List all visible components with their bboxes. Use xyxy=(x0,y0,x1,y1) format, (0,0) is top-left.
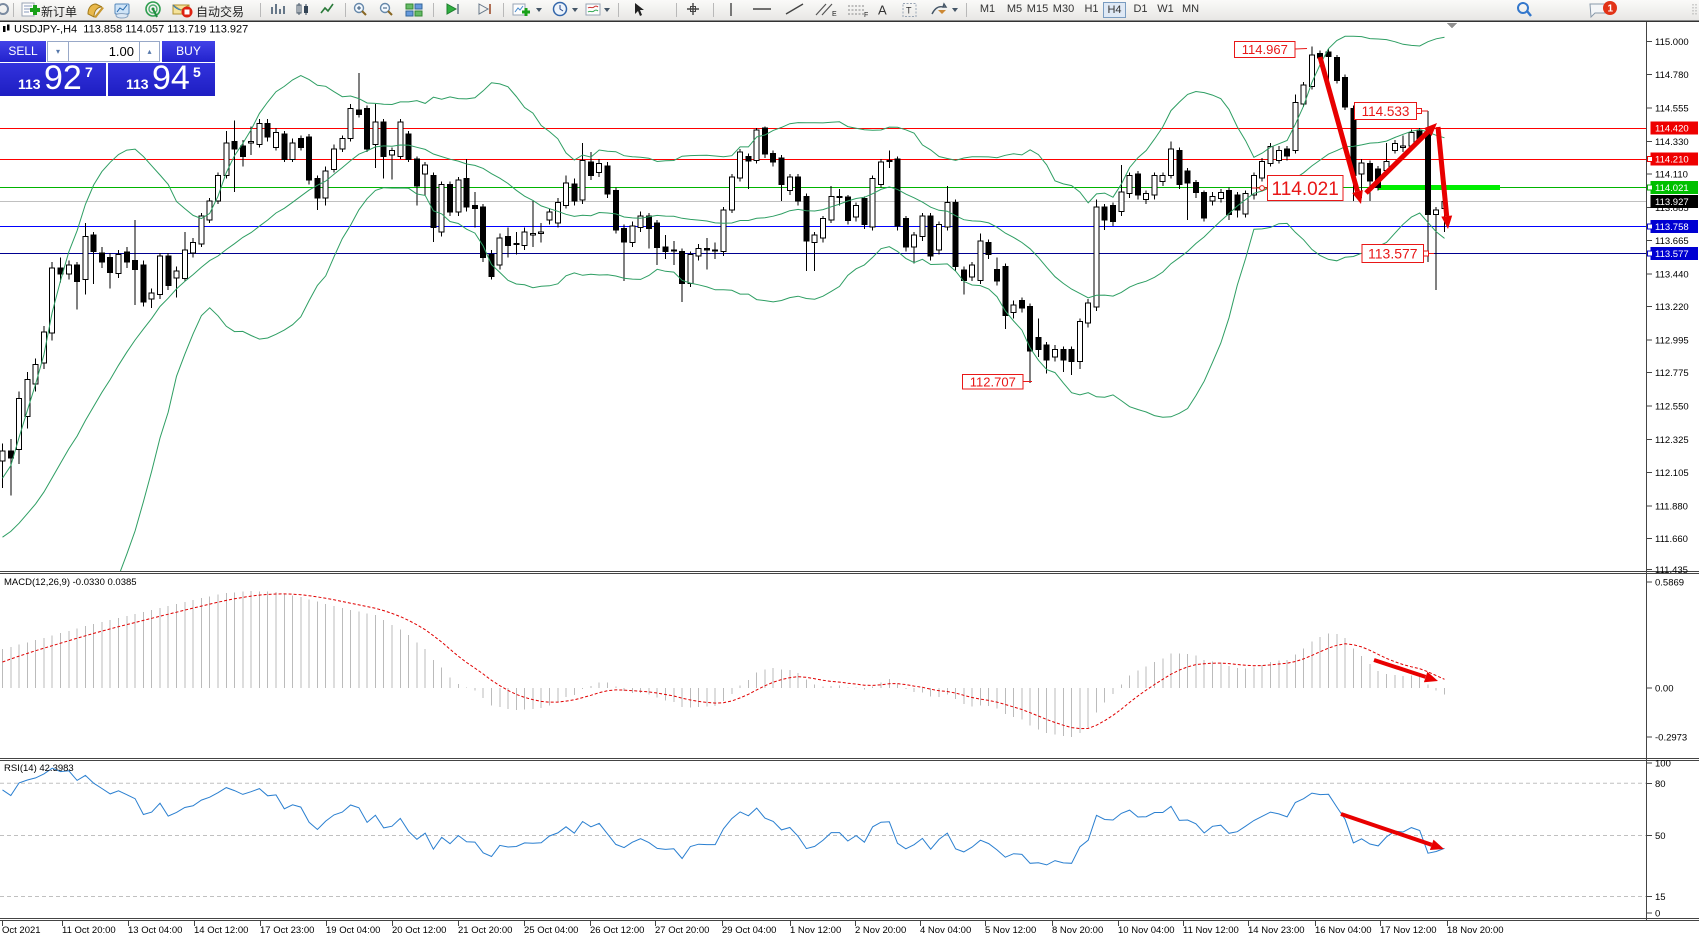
svg-text:26 Oct 12:00: 26 Oct 12:00 xyxy=(590,925,644,936)
svg-text:112.325: 112.325 xyxy=(1655,435,1689,446)
svg-text:80: 80 xyxy=(1655,779,1666,790)
svg-text:1: 1 xyxy=(1608,4,1614,15)
svg-text:-0.2973: -0.2973 xyxy=(1655,733,1687,744)
svg-text:0: 0 xyxy=(1655,909,1660,920)
svg-text:Oct 2021: Oct 2021 xyxy=(2,925,41,936)
svg-text:114.330: 114.330 xyxy=(1655,137,1689,148)
svg-text:1 Nov 12:00: 1 Nov 12:00 xyxy=(790,925,841,936)
svg-text:113.577: 113.577 xyxy=(1368,246,1418,262)
svg-text:112.707: 112.707 xyxy=(970,374,1016,389)
svg-text:112.995: 112.995 xyxy=(1655,336,1689,347)
svg-text:113.440: 113.440 xyxy=(1655,269,1689,280)
svg-text:25 Oct 04:00: 25 Oct 04:00 xyxy=(524,925,578,936)
svg-text:113.758: 113.758 xyxy=(1655,222,1689,233)
svg-text:USDJPY-,H4 113.858 114.057 11: USDJPY-,H4 113.858 114.057 113.719 113.9… xyxy=(14,24,248,36)
svg-text:100: 100 xyxy=(1655,759,1671,770)
svg-text:10 Nov 04:00: 10 Nov 04:00 xyxy=(1118,925,1175,936)
svg-text:14 Nov 23:00: 14 Nov 23:00 xyxy=(1248,925,1305,936)
svg-text:0.00: 0.00 xyxy=(1655,684,1674,695)
svg-text:RSI(14) 42.3983: RSI(14) 42.3983 xyxy=(4,763,74,774)
svg-text:MACD(12,26,9) -0.0330 0.0385: MACD(12,26,9) -0.0330 0.0385 xyxy=(4,577,137,588)
svg-text:19 Oct 04:00: 19 Oct 04:00 xyxy=(326,925,380,936)
svg-text:F: F xyxy=(864,12,868,19)
svg-text:16 Nov 04:00: 16 Nov 04:00 xyxy=(1315,925,1372,936)
svg-text:8 Nov 20:00: 8 Nov 20:00 xyxy=(1052,925,1103,936)
svg-text:111.660: 111.660 xyxy=(1655,534,1688,545)
svg-text:115.000: 115.000 xyxy=(1655,37,1689,48)
svg-text:20 Oct 12:00: 20 Oct 12:00 xyxy=(392,925,446,936)
svg-text:21 Oct 20:00: 21 Oct 20:00 xyxy=(458,925,512,936)
svg-text:17 Oct 23:00: 17 Oct 23:00 xyxy=(260,925,314,936)
svg-text:50: 50 xyxy=(1655,831,1666,842)
svg-text:27 Oct 20:00: 27 Oct 20:00 xyxy=(655,925,709,936)
svg-text:17 Nov 12:00: 17 Nov 12:00 xyxy=(1380,925,1437,936)
svg-text:114.021: 114.021 xyxy=(1272,179,1339,200)
svg-text:11 Oct 20:00: 11 Oct 20:00 xyxy=(62,925,116,936)
svg-text:29 Oct 04:00: 29 Oct 04:00 xyxy=(722,925,776,936)
svg-text:5 Nov 12:00: 5 Nov 12:00 xyxy=(985,925,1036,936)
svg-text:111.435: 111.435 xyxy=(1655,565,1688,576)
svg-text:112.105: 112.105 xyxy=(1655,468,1689,479)
svg-text:11 Nov 12:00: 11 Nov 12:00 xyxy=(1183,925,1239,936)
svg-text:114.967: 114.967 xyxy=(1242,42,1288,57)
svg-text:113.577: 113.577 xyxy=(1655,249,1689,260)
svg-text:18 Nov 20:00: 18 Nov 20:00 xyxy=(1447,925,1504,936)
svg-text:113.220: 113.220 xyxy=(1655,302,1689,313)
svg-text:113.885: 113.885 xyxy=(1655,203,1689,214)
svg-text:114.210: 114.210 xyxy=(1655,155,1689,166)
svg-text:114.021: 114.021 xyxy=(1655,183,1689,194)
svg-text:113.665: 113.665 xyxy=(1655,236,1689,247)
svg-text:114.110: 114.110 xyxy=(1655,170,1688,181)
svg-text:2 Nov 20:00: 2 Nov 20:00 xyxy=(855,925,906,936)
svg-text:114.420: 114.420 xyxy=(1655,124,1689,135)
svg-text:114.533: 114.533 xyxy=(1362,104,1410,119)
svg-text:A: A xyxy=(878,3,887,18)
svg-text:114.780: 114.780 xyxy=(1655,70,1689,81)
svg-text:15: 15 xyxy=(1655,892,1666,903)
svg-text:114.555: 114.555 xyxy=(1655,103,1689,114)
svg-text:111.880: 111.880 xyxy=(1655,501,1688,512)
svg-text:0.5869: 0.5869 xyxy=(1655,578,1684,589)
svg-text:E: E xyxy=(832,11,837,18)
svg-text:T: T xyxy=(906,6,912,16)
svg-text:113.927: 113.927 xyxy=(1655,197,1689,208)
svg-text:14 Oct 12:00: 14 Oct 12:00 xyxy=(194,925,248,936)
svg-text:112.775: 112.775 xyxy=(1655,368,1689,379)
svg-text:4 Nov 04:00: 4 Nov 04:00 xyxy=(920,925,971,936)
svg-text:13 Oct 04:00: 13 Oct 04:00 xyxy=(128,925,182,936)
svg-text:112.550: 112.550 xyxy=(1655,402,1689,413)
